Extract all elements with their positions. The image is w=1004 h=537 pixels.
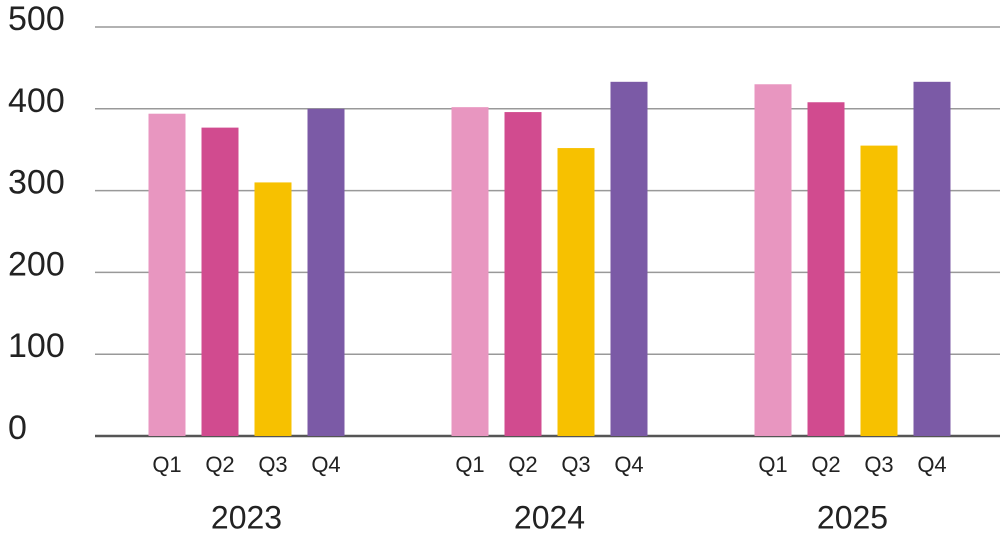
bar — [610, 81, 648, 436]
bar — [201, 127, 239, 436]
series-label: Q3 — [864, 452, 893, 477]
bar — [451, 107, 489, 436]
bar — [557, 148, 595, 436]
series-label: Q4 — [614, 452, 643, 477]
bar — [860, 145, 898, 437]
bar — [148, 113, 186, 436]
y-tick-label: 500 — [8, 0, 65, 38]
x-tick-label: 2025 — [817, 499, 888, 535]
series-label: Q1 — [758, 452, 787, 477]
bar — [913, 81, 951, 436]
series-label: Q3 — [561, 452, 590, 477]
bar — [504, 112, 542, 437]
y-tick-label: 100 — [8, 327, 65, 365]
series-label: Q1 — [455, 452, 484, 477]
bar — [754, 84, 792, 436]
series-label: Q1 — [152, 452, 181, 477]
series-label: Q2 — [508, 452, 537, 477]
x-tick-label: 2024 — [514, 499, 585, 535]
y-tick-label: 400 — [8, 82, 65, 120]
series-label: Q3 — [258, 452, 287, 477]
y-tick-label: 300 — [8, 164, 65, 202]
bar — [254, 182, 292, 436]
series-label: Q2 — [205, 452, 234, 477]
series-label: Q4 — [311, 452, 340, 477]
y-tick-label: 200 — [8, 245, 65, 283]
series-label: Q4 — [917, 452, 946, 477]
x-tick-label: 2023 — [211, 499, 282, 535]
bar — [307, 108, 345, 437]
series-label: Q2 — [811, 452, 840, 477]
bar — [807, 102, 845, 437]
y-tick-label: 0 — [8, 409, 27, 447]
